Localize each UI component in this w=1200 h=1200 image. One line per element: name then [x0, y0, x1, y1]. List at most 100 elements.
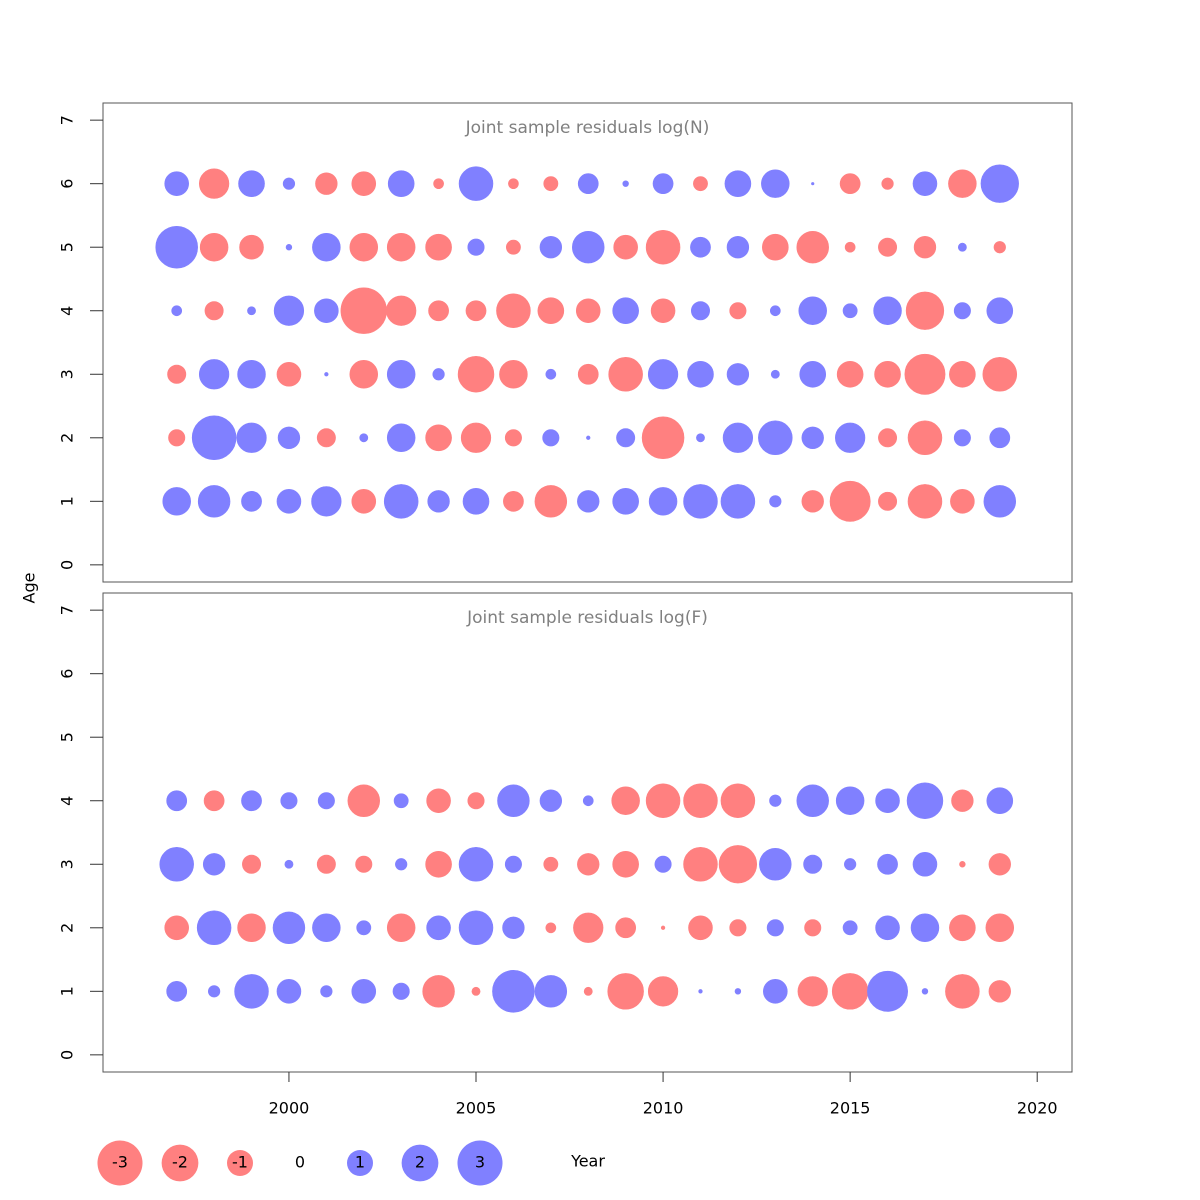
residual-bubble: [836, 360, 864, 388]
residual-bubble: [582, 795, 594, 807]
residual-bubble: [426, 915, 451, 941]
residual-bubble: [875, 915, 900, 941]
residual-bubble: [167, 364, 187, 384]
residual-bubble: [537, 297, 565, 325]
legend-label: 3: [475, 1153, 485, 1172]
residual-bubble: [164, 915, 189, 941]
residual-bubble: [168, 429, 186, 447]
residual-bubble: [575, 298, 601, 324]
legend-bubble: [161, 1144, 199, 1182]
residual-bubble: [835, 786, 865, 815]
residual-bubble: [835, 422, 866, 453]
residual-bubble: [875, 788, 900, 814]
residual-bubble: [317, 792, 335, 810]
y-tick-label: 4: [58, 796, 77, 806]
residual-bubble: [687, 360, 714, 388]
residual-bubble: [986, 297, 1014, 325]
residual-bubble: [953, 429, 971, 447]
residual-bubble: [386, 423, 416, 453]
residual-bubble: [166, 790, 188, 812]
legend-bubble: [97, 1140, 143, 1186]
residual-bubble: [652, 173, 674, 195]
residual-bubble: [722, 422, 754, 453]
residual-bubble: [726, 363, 750, 386]
y-tick-label: 1: [58, 986, 77, 996]
residual-bubble: [162, 487, 191, 516]
residual-bubble: [392, 982, 410, 1000]
residual-bubble: [647, 359, 679, 390]
residual-bubble: [282, 177, 296, 190]
residual-bubble: [236, 422, 267, 453]
residual-bubble: [432, 368, 445, 381]
residual-bubble: [949, 360, 976, 388]
residual-bubble: [803, 854, 823, 874]
residual-bubble: [766, 919, 784, 937]
residual-bubble: [844, 241, 856, 253]
residual-bubble: [770, 369, 780, 379]
residual-bubble: [690, 236, 711, 258]
residual-bubble: [314, 298, 339, 324]
residual-bubble: [842, 303, 858, 319]
residual-bubble: [878, 237, 898, 257]
residual-bubble: [272, 911, 306, 945]
residual-bubble: [386, 232, 416, 262]
residual-bubble: [543, 856, 559, 872]
residual-bubble: [641, 416, 685, 460]
residual-bubble: [980, 164, 1019, 203]
residual-bubble: [387, 170, 415, 197]
x-tick-label: 2015: [830, 1099, 871, 1118]
residual-bubble: [881, 177, 894, 190]
residual-bubble: [796, 784, 829, 817]
residual-bubble: [720, 484, 756, 519]
residual-bubble: [237, 913, 266, 943]
residual-bubble: [688, 915, 713, 941]
residual-bubble: [796, 230, 829, 264]
residual-bubble: [433, 178, 444, 190]
residual-bubble: [985, 913, 1015, 943]
y-tick-label: 1: [58, 496, 77, 506]
residual-bubble: [904, 353, 946, 395]
residual-bubble: [239, 234, 264, 260]
residual-bubble: [238, 170, 265, 197]
residual-bubble: [241, 490, 262, 512]
residual-bubble: [503, 490, 524, 512]
residual-bubble: [234, 974, 269, 1009]
residual-bubble: [277, 426, 301, 449]
residual-bubble: [758, 420, 793, 456]
residual-bubble: [312, 232, 341, 262]
residual-bubble: [769, 495, 782, 508]
residual-bubble: [613, 234, 638, 260]
residual-bubble: [801, 426, 824, 449]
residual-bubble: [467, 792, 485, 810]
y-tick-label: 2: [58, 433, 77, 443]
residual-bubble: [504, 429, 522, 447]
residual-bubble: [324, 372, 329, 377]
y-tick-label: 5: [58, 242, 77, 252]
residual-bubble: [159, 847, 194, 882]
residual-bubble: [355, 855, 373, 873]
residual-bubble: [983, 485, 1017, 518]
residual-bubble: [959, 861, 966, 868]
residual-bubble: [208, 985, 221, 998]
residual-bubble: [395, 858, 408, 871]
x-tick-label: 2010: [643, 1099, 684, 1118]
y-axis-label: Age: [20, 573, 39, 604]
residual-bubble: [191, 415, 237, 461]
residual-bubble: [660, 925, 666, 930]
residual-bubble: [351, 489, 377, 514]
y-tick-label: 6: [58, 179, 77, 189]
residual-bubble: [844, 858, 857, 871]
residual-bubble: [534, 485, 568, 518]
x-axis-label: Year: [570, 1152, 605, 1171]
residual-bubble: [499, 360, 528, 389]
residual-bubble: [577, 853, 600, 876]
residual-bubble: [811, 182, 815, 186]
residual-bubble: [534, 975, 568, 1008]
residual-bubble: [471, 986, 481, 996]
residual-bubble: [993, 241, 1006, 254]
residual-bubble: [577, 363, 599, 385]
residual-bubble: [607, 973, 644, 1010]
residual-bubble: [276, 979, 302, 1004]
residual-bubble: [622, 180, 629, 187]
residual-bubble: [867, 970, 908, 1012]
